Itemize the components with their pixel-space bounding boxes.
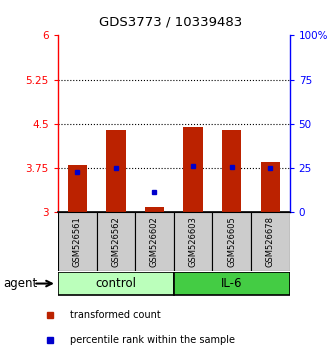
Bar	[106, 130, 125, 212]
Bar	[58, 272, 174, 295]
Bar	[183, 127, 203, 212]
Bar	[97, 212, 135, 271]
Text: GSM526562: GSM526562	[111, 216, 120, 267]
Bar	[213, 212, 251, 271]
Bar	[135, 212, 174, 271]
Bar	[260, 162, 280, 212]
Bar	[174, 212, 213, 271]
Text: GSM526561: GSM526561	[73, 216, 82, 267]
Text: control: control	[95, 277, 136, 290]
Text: GSM526603: GSM526603	[189, 216, 198, 267]
Text: GDS3773 / 10339483: GDS3773 / 10339483	[99, 16, 242, 29]
Bar	[251, 212, 290, 271]
Bar	[68, 165, 87, 212]
Bar	[222, 130, 241, 212]
Text: percentile rank within the sample: percentile rank within the sample	[70, 335, 235, 344]
Text: IL-6: IL-6	[221, 277, 242, 290]
Text: agent: agent	[3, 277, 37, 290]
Text: GSM526678: GSM526678	[266, 216, 275, 267]
Bar	[174, 272, 290, 295]
Bar	[145, 206, 164, 212]
Text: GSM526605: GSM526605	[227, 216, 236, 267]
Text: GSM526602: GSM526602	[150, 216, 159, 267]
Text: transformed count: transformed count	[70, 310, 161, 320]
Bar	[58, 212, 97, 271]
